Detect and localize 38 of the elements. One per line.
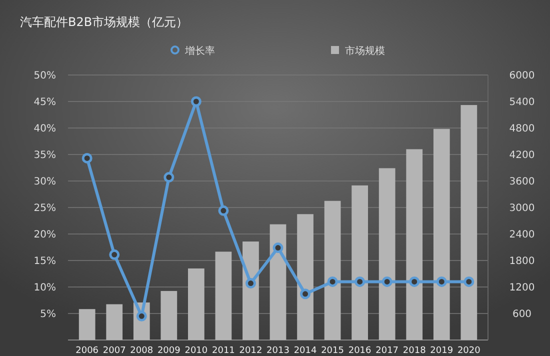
x-tick-label: 2007 bbox=[102, 346, 126, 356]
x-tick-label: 2010 bbox=[184, 346, 208, 356]
y-tick-label: 25% bbox=[34, 203, 56, 214]
x-tick-label: 2012 bbox=[239, 346, 262, 356]
y2-tick-label: 6000 bbox=[509, 70, 535, 82]
x-tick-label: 2015 bbox=[321, 346, 344, 356]
x-tick-label: 2016 bbox=[348, 346, 372, 356]
legend-label: 增长率 bbox=[184, 45, 215, 57]
y-tick-label: 35% bbox=[34, 150, 56, 161]
x-tick-label: 2019 bbox=[430, 346, 454, 356]
x-tick-label: 2013 bbox=[266, 346, 290, 356]
legend-label: 市场规模 bbox=[345, 45, 385, 57]
y2-tick-label: 3600 bbox=[509, 176, 535, 188]
y-tick-label: 50% bbox=[34, 70, 56, 82]
x-tick-label: 2017 bbox=[376, 346, 399, 356]
y-tick-label: 45% bbox=[34, 97, 56, 108]
x-tick-label: 2020 bbox=[457, 346, 481, 356]
y2-tick-label: 2400 bbox=[509, 230, 535, 240]
y2-tick-label: 4200 bbox=[509, 150, 535, 161]
y2-tick-label: 5400 bbox=[509, 97, 535, 108]
x-tick-label: 2008 bbox=[130, 346, 154, 356]
y2-tick-label: 1200 bbox=[509, 282, 535, 294]
x-tick-label: 2009 bbox=[157, 346, 181, 356]
y-tick-label: 15% bbox=[34, 256, 56, 267]
y-tick-label: 20% bbox=[34, 230, 56, 240]
y2-tick-label: 3000 bbox=[509, 203, 535, 214]
y2-tick-label: 1800 bbox=[509, 256, 535, 267]
chart-title: 汽车配件B2B市场规模（亿元） bbox=[20, 15, 188, 29]
x-tick-label: 2011 bbox=[212, 346, 235, 356]
y-tick-label: 10% bbox=[34, 282, 56, 294]
x-tick-label: 2006 bbox=[76, 346, 99, 356]
x-tick-label: 2014 bbox=[294, 346, 317, 356]
x-tick-label: 2018 bbox=[402, 346, 426, 356]
y-tick-label: 30% bbox=[34, 176, 56, 188]
y2-tick-label: 4800 bbox=[509, 124, 535, 134]
y-tick-label: 40% bbox=[34, 124, 56, 134]
y-tick-label: 5% bbox=[40, 309, 56, 320]
y2-tick-label: 600 bbox=[512, 309, 532, 320]
